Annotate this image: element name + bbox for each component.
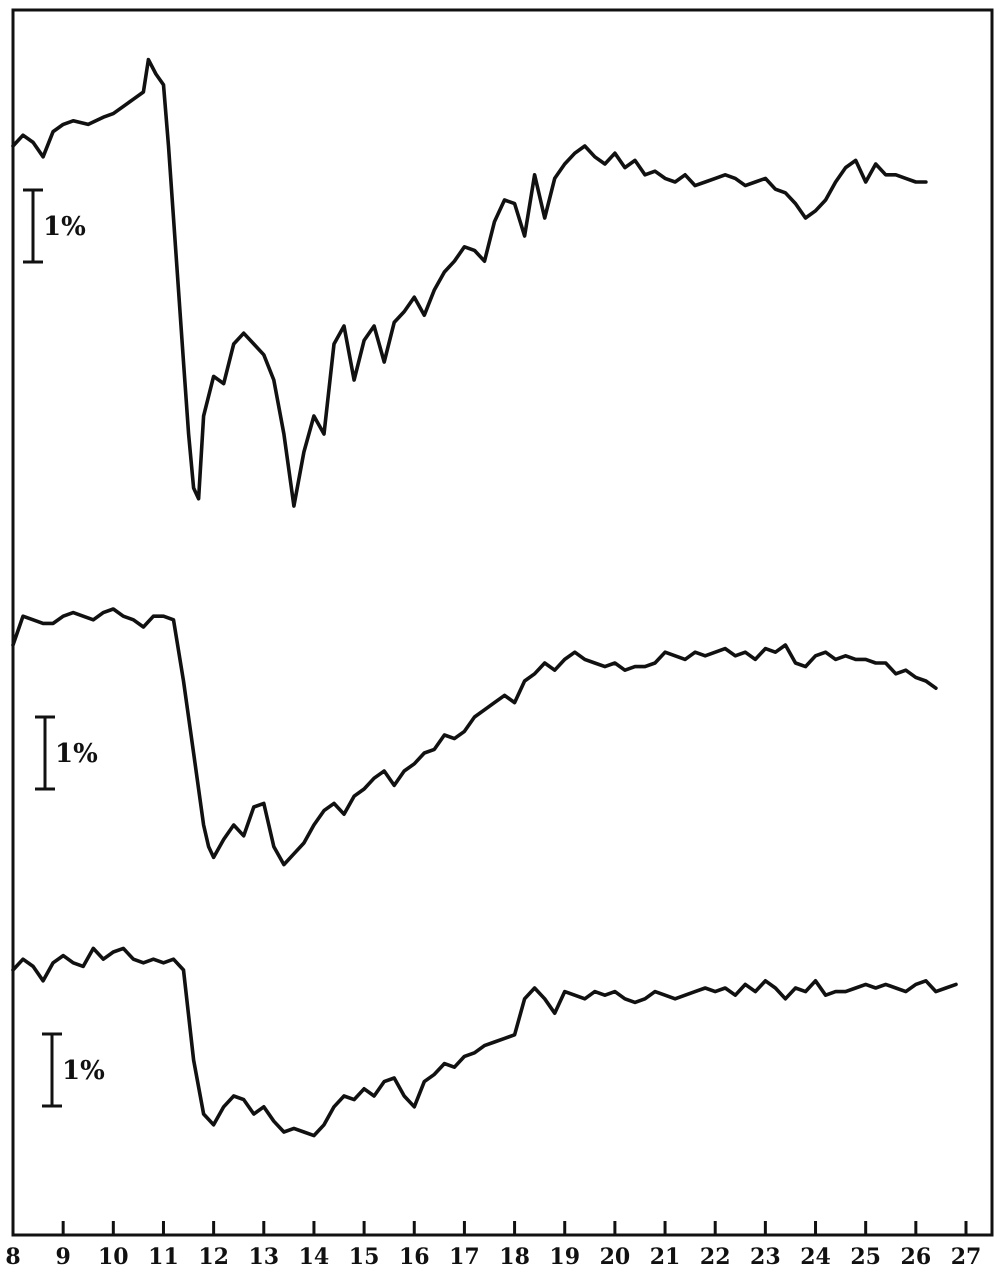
x-tick-label: 14	[299, 1244, 330, 1270]
x-tick-label: 16	[399, 1244, 430, 1270]
scale-bar-label: 1%	[43, 212, 86, 242]
scale-bar-3: 1%	[42, 1032, 105, 1108]
series-line-3	[11, 946, 958, 1138]
scale-bars: 1% 1% 1%	[23, 188, 105, 1108]
x-tick-label: 10	[98, 1244, 129, 1270]
x-axis-ticks	[11, 1221, 968, 1235]
series-line-2	[11, 607, 938, 867]
x-tick-label: 21	[650, 1244, 681, 1270]
x-tick-label: 22	[700, 1244, 731, 1270]
x-tick-label: 23	[750, 1244, 781, 1270]
series-layer	[11, 57, 958, 1138]
x-tick-label: 17	[449, 1244, 480, 1270]
x-tick-label: 27	[951, 1244, 982, 1270]
scale-bar-2: 1%	[35, 715, 98, 791]
x-tick-label: 24	[800, 1244, 831, 1270]
scale-bar-label: 1%	[55, 739, 98, 769]
scale-bar-label: 1%	[62, 1056, 105, 1086]
x-tick-label: 9	[56, 1244, 71, 1270]
x-tick-label: 26	[901, 1244, 932, 1270]
x-tick-label: 20	[600, 1244, 631, 1270]
series-line-1	[11, 57, 928, 508]
x-tick-label: 25	[850, 1244, 881, 1270]
x-tick-label: 11	[148, 1244, 179, 1270]
x-tick-label: 13	[248, 1244, 279, 1270]
x-tick-label: 19	[549, 1244, 580, 1270]
x-tick-label: 18	[499, 1244, 530, 1270]
scale-bar-1: 1%	[23, 188, 86, 264]
x-tick-label: 12	[198, 1244, 229, 1270]
plot-frame	[11, 8, 994, 1237]
x-tick-label: 15	[349, 1244, 380, 1270]
x-axis-tick-labels: 8 9 10 11 12 13 14 15 16 17 18 19 20 21 22 23 24 25 26 27	[5, 1244, 981, 1270]
x-tick-label: 8	[5, 1244, 20, 1270]
